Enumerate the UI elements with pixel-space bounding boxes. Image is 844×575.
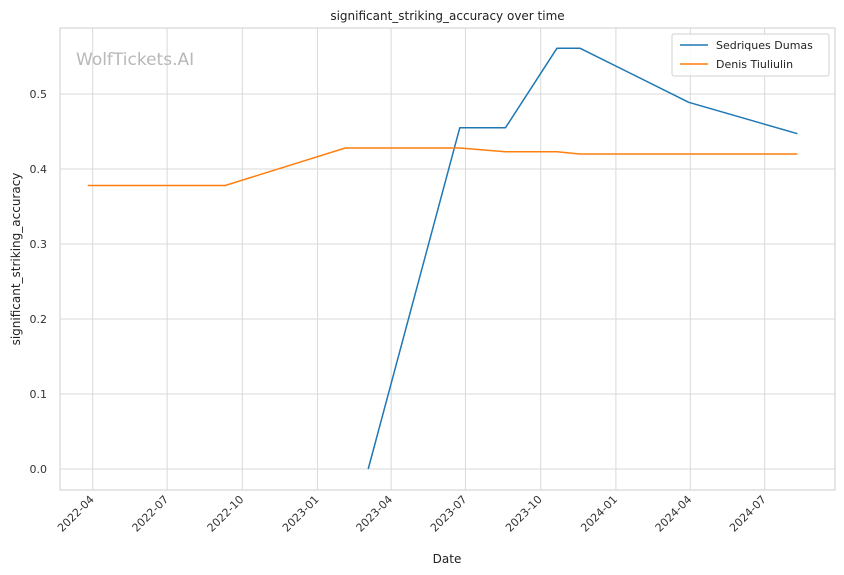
x-gridlines (92, 28, 766, 490)
y-gridlines (60, 93, 835, 470)
x-tick-label: 2022-07 (130, 493, 172, 535)
y-tick-label: 0.0 (30, 463, 48, 476)
series-layer (87, 47, 798, 470)
chart-title: significant_striking_accuracy over time (330, 9, 564, 23)
x-tick-labels: 2022-04 2022-07 2022-10 2023-01 2023-04 2023-… (55, 493, 769, 535)
watermark-text: WolfTickets.AI (76, 50, 194, 70)
y-tick-label: 0.5 (30, 88, 48, 101)
x-tick-label: 2024-07 (727, 493, 769, 535)
legend-label-denis-tiuliulin: Denis Tiuliulin (716, 58, 793, 71)
y-tick-label: 0.2 (30, 313, 48, 326)
series-line-denis-tiuliulin (87, 147, 798, 187)
legend-label-sedriques-dumas: Sedriques Dumas (716, 39, 813, 52)
x-tick-label: 2022-10 (205, 493, 247, 535)
y-tick-label: 0.3 (30, 238, 48, 251)
x-tick-label: 2023-10 (503, 493, 545, 535)
x-tick-label: 2023-04 (354, 493, 396, 535)
x-tick-label: 2024-01 (578, 493, 620, 535)
x-tick-label: 2023-01 (280, 493, 322, 535)
y-tick-label: 0.4 (30, 163, 48, 176)
x-tick-label: 2023-07 (428, 493, 470, 535)
legend: Sedriques Dumas Denis Tiuliulin (671, 33, 830, 77)
x-tick-label: 2024-04 (653, 493, 695, 535)
series-line-sedriques-dumas (367, 47, 798, 470)
x-axis-label: Date (433, 552, 462, 566)
y-tick-labels: 0.0 0.1 0.2 0.3 0.4 0.5 (30, 88, 48, 476)
x-tick-label: 2022-04 (55, 493, 97, 535)
legend-box (671, 33, 830, 77)
y-axis-label: significant_striking_accuracy (9, 173, 23, 346)
plot-area (59, 27, 836, 491)
y-tick-label: 0.1 (30, 388, 48, 401)
